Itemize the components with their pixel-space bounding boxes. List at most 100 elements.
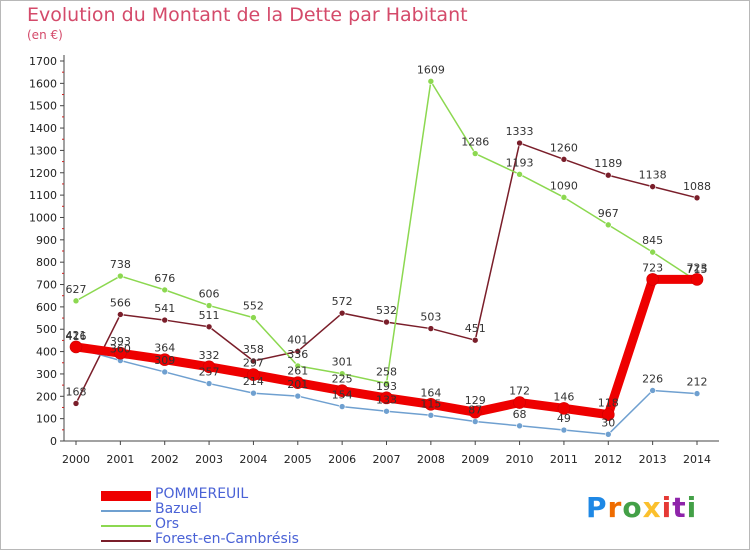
data-label: 164 [420,386,441,399]
data-label: 332 [199,349,220,362]
y-tick-label: 0 [50,435,57,448]
logo-letter: P [586,491,608,524]
data-point [693,390,701,397]
data-point [427,325,435,332]
data-label: 297 [243,357,264,370]
data-label: 715 [687,263,708,276]
data-label: 301 [332,356,353,369]
data-label: 503 [420,311,441,324]
data-label: 360 [110,343,131,356]
proxiti-logo: Proxiti [586,491,697,524]
logo-letter: r [607,491,623,524]
data-label: 606 [199,288,220,301]
x-tick-label: 2004 [239,453,267,466]
data-point [72,297,80,305]
data-point [424,398,438,411]
data-label: 225 [332,373,353,386]
data-point [161,316,169,324]
legend-swatch [101,525,151,527]
data-point [516,422,523,430]
legend-label: Bazuel [155,501,202,517]
data-label: 257 [199,366,220,379]
data-label: 723 [687,261,708,274]
logo-letter: t [672,491,687,524]
data-label: 68 [513,408,527,421]
x-tick-label: 2011 [550,453,578,466]
data-label: 572 [332,295,353,308]
data-point [649,387,656,394]
data-label: 511 [199,309,220,322]
logo-letter: x [642,491,662,524]
data-label: 566 [110,296,131,309]
data-point [690,273,704,286]
data-point [294,392,302,400]
data-label: 133 [376,393,397,406]
data-label: 1260 [550,141,578,154]
data-label: 129 [465,394,486,407]
data-label: 1193 [506,156,534,169]
data-label: 261 [287,365,308,378]
data-label: 451 [465,322,486,335]
data-label: 738 [110,258,131,271]
data-point [161,368,169,376]
y-tick-label: 1500 [29,100,57,113]
data-label: 967 [598,207,619,220]
data-label: 416 [66,330,87,343]
data-label: 49 [557,412,571,425]
data-point [335,384,349,398]
data-label: 258 [376,365,397,378]
y-tick-label: 1100 [29,189,57,202]
chart-title: Evolution du Montant de la Dette par Hab… [27,4,468,26]
data-point [161,286,169,294]
data-label: 1609 [417,63,445,76]
data-point [560,156,568,163]
data-point [250,357,257,365]
logo-letter: i [686,491,698,524]
data-point [205,380,213,387]
data-label: 1088 [683,180,711,193]
y-tick-label: 1300 [29,144,57,157]
data-point [560,194,568,201]
legend-label: POMMEREUIL [155,486,249,502]
data-label: 364 [154,342,175,355]
data-point [649,248,656,256]
data-point [471,336,479,344]
y-tick-label: 1200 [29,167,57,180]
x-tick-label: 2012 [594,453,622,466]
data-point [427,411,435,419]
data-label: 154 [332,389,353,402]
data-point [693,194,701,202]
data-point [604,430,612,438]
data-point [646,273,659,286]
x-tick-label: 2005 [284,453,312,466]
data-label: 1138 [639,169,667,182]
x-tick-label: 2013 [639,453,667,466]
x-tick-label: 2009 [461,453,489,466]
data-point [471,150,479,157]
x-tick-label: 2010 [506,453,534,466]
data-point [557,402,571,415]
logo-letter: o [622,491,643,524]
legend-label: Ors [155,516,180,532]
data-point [205,323,213,331]
data-label: 541 [154,302,175,315]
data-label: 676 [154,272,175,285]
data-point [468,405,482,419]
data-point [604,221,612,229]
data-label: 226 [642,372,663,385]
data-label: 30 [601,416,615,429]
data-point [250,389,257,397]
data-point [338,403,346,410]
data-point [560,426,568,434]
data-label: 1286 [461,136,489,149]
y-tick-label: 600 [36,301,57,314]
data-point [383,407,390,415]
x-tick-label: 2003 [195,453,223,466]
y-tick-label: 1700 [29,55,57,68]
y-tick-label: 300 [36,368,57,381]
chart-unit: (en €) [27,28,63,42]
x-tick-label: 2006 [328,453,356,466]
y-tick-label: 100 [36,413,57,426]
